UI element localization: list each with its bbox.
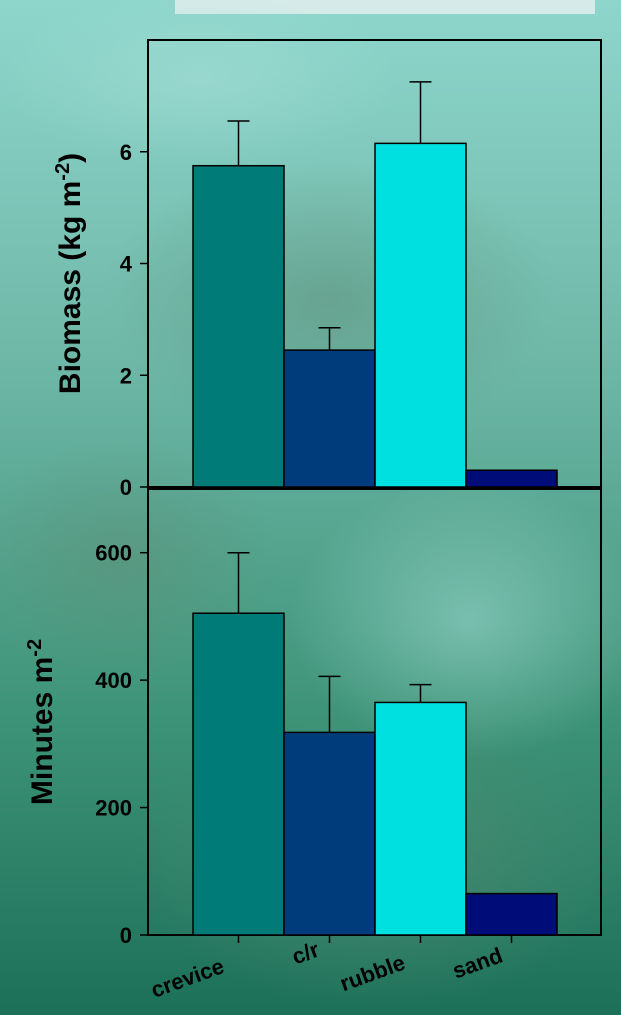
- biomass-bar-cr: [283, 349, 376, 488]
- minutes-y-axis-label: Minutes m-2: [24, 639, 59, 805]
- x-label-sand: sand: [449, 942, 506, 983]
- minutes-bar-rubble: [374, 701, 467, 936]
- biomass-y-tick-label: 6: [120, 140, 132, 165]
- minutes-y-tick-label: 200: [95, 796, 132, 821]
- x-axis-labels: crevice c/r rubble sand: [148, 936, 506, 1002]
- biomass-y-tick-label: 4: [120, 252, 133, 277]
- minutes-bar-crevice: [192, 612, 285, 936]
- minutes-y-tick-label: 400: [95, 668, 132, 693]
- minutes-bar-cr: [283, 731, 376, 936]
- biomass-bar-sand: [465, 469, 558, 488]
- x-label-cr: c/r: [289, 936, 323, 969]
- biomass-y-tick-label: 0: [120, 475, 132, 500]
- biomass-bar-crevice: [192, 164, 285, 488]
- x-label-crevice: crevice: [148, 953, 228, 1002]
- minutes-bar-sand: [465, 892, 558, 936]
- biomass-panel: 0 2 4 6 Biomass (kg m-2): [52, 39, 602, 500]
- biomass-y-axis-label: Biomass (kg m-2): [52, 153, 87, 394]
- minutes-y-tick-label: 0: [120, 923, 132, 948]
- biomass-y-tick-label: 2: [120, 363, 132, 388]
- biomass-bar-rubble: [374, 142, 467, 488]
- minutes-panel: 0 200 400 600 Minutes m-2: [24, 488, 602, 948]
- minutes-y-tick-label: 600: [95, 541, 132, 566]
- x-axis-ticks: [237, 935, 513, 943]
- x-label-rubble: rubble: [337, 950, 409, 996]
